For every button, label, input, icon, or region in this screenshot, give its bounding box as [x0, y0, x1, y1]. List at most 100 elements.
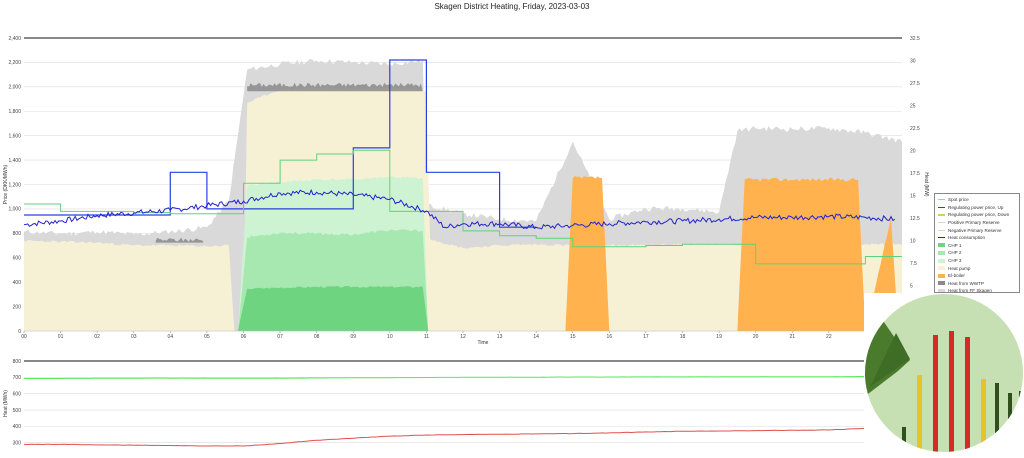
y-tick-label: 1,600 — [8, 133, 21, 139]
legend-item-heat-pump: Heat pump — [938, 264, 1016, 272]
bottom-y-tick-label: 700 — [13, 375, 22, 381]
legend-swatch — [938, 250, 945, 255]
legend-label: El-boiler — [948, 273, 965, 279]
legend-swatch — [938, 258, 945, 263]
legend-item-heat-from-wwtp: Heat from WWTP — [938, 280, 1016, 288]
x-tick-label: 04 — [168, 334, 174, 340]
x-tick-label: 02 — [94, 334, 100, 340]
bottom-y-tick-label: 600 — [13, 391, 22, 397]
y2-tick-label: 25 — [910, 103, 916, 109]
legend-label: Heat consumption — [948, 235, 986, 241]
x-tick-label: 08 — [314, 334, 320, 340]
line-spot-price — [24, 149, 902, 265]
y-tick-label: 1,800 — [8, 109, 21, 115]
x-tick-label: 07 — [277, 334, 283, 340]
legend-item-heat-consumption: Heat consumption — [938, 234, 1016, 242]
chart-legend: Spot price Regulating power price, Up Regu… — [934, 193, 1020, 293]
line-heat-consumption — [23, 188, 895, 230]
bottom-y-tick-label: 300 — [13, 441, 22, 447]
bottom-y-axis-label: Heat (MWh) — [3, 390, 9, 417]
legend-label: CHP 1 — [948, 242, 962, 248]
legend-item-chp-2: CHP 2 — [938, 249, 1016, 257]
y2-tick-label: 20 — [910, 148, 916, 154]
legend-item-regulating-power-price-up: Regulating power price, Up — [938, 204, 1016, 212]
x-tick-label: 20 — [753, 334, 759, 340]
x-tick-label: 10 — [387, 334, 393, 340]
legend-label: Positive Primary Reserve — [948, 220, 1000, 226]
y2-tick-label: 10 — [910, 239, 916, 245]
legend-item-regulating-power-price-down: Regulating power price, Down — [938, 211, 1016, 219]
line-regulating-power-price-up — [24, 59, 537, 228]
x-tick-label: 13 — [497, 334, 503, 340]
y-tick-label: 1,200 — [8, 182, 21, 188]
top-chart-stacked-areas — [24, 58, 902, 332]
x-tick-label: 14 — [533, 334, 539, 340]
y2-tick-label: 30 — [910, 58, 916, 64]
y2-tick-label: 5 — [910, 284, 913, 290]
y-tick-label: 1,000 — [8, 207, 21, 213]
legend-swatch — [938, 214, 945, 216]
legend-item-positive-primary-reserve: Positive Primary Reserve — [938, 219, 1016, 227]
y-tick-label: 600 — [13, 256, 22, 262]
x-tick-label: 00 — [21, 334, 27, 340]
y-tick-label: 200 — [13, 304, 22, 310]
bottom-line-0 — [24, 376, 903, 379]
legend-label: Heat pump — [948, 265, 971, 271]
y-tick-label: 2,400 — [8, 36, 21, 42]
legend-item-negative-primary-reserve: Negative Primary Reserve — [938, 226, 1016, 234]
bottom-chart-lines — [23, 376, 903, 447]
legend-swatch — [938, 237, 945, 239]
bottom-y-tick-label: 400 — [13, 424, 22, 430]
legend-item-heat-from-ff-skagen: Heat from FF Skagen — [938, 287, 1016, 293]
legend-label: Regulating power price, Down — [948, 212, 1010, 218]
legend-label: CHP 3 — [948, 258, 962, 264]
y2-tick-label: 27.5 — [910, 81, 920, 87]
bottom-y-tick-label: 800 — [13, 359, 22, 365]
legend-swatch — [938, 206, 945, 209]
legend-label: Heat from FF Skagen — [948, 288, 992, 293]
x-tick-label: 05 — [204, 334, 210, 340]
area-el-boiler — [565, 176, 899, 331]
legend-swatch — [938, 243, 945, 248]
x-tick-label: 19 — [716, 334, 722, 340]
legend-swatch — [938, 229, 945, 231]
area-heat-from-wwtp — [247, 82, 423, 92]
top-chart-axes: 02004006008001,0001,2001,4001,6001,8002,… — [3, 36, 929, 346]
x-tick-label: 06 — [241, 334, 247, 340]
bottom-chart-axes: 300 400 500 600 700 800 Heat (MWh) — [3, 359, 21, 447]
legend-swatch — [938, 288, 945, 292]
legend-label: CHP 2 — [948, 250, 962, 256]
x-tick-label: 09 — [350, 334, 356, 340]
legend-label: Regulating power price, Up — [948, 204, 1004, 210]
y2-tick-label: 15 — [910, 194, 916, 200]
top-chart-lines — [23, 59, 902, 265]
x-tick-label: 11 — [424, 334, 429, 340]
chart-title: Skagen District Heating, Friday, 2023-03… — [434, 2, 590, 11]
y2-axis-label: Heat (MW) — [923, 172, 929, 197]
legend-item-el-boiler: El-boiler — [938, 272, 1016, 280]
bar-chart-logo-icon — [865, 294, 1023, 452]
area-heat-from-wwtp — [155, 237, 204, 243]
x-tick-label: 21 — [789, 334, 795, 340]
x-tick-label: 18 — [680, 334, 686, 340]
legend-swatch — [938, 273, 945, 278]
legend-label: Heat from WWTP — [948, 280, 984, 286]
y2-tick-label: 17.5 — [910, 171, 920, 177]
legend-item-chp-1: CHP 1 — [938, 242, 1016, 250]
y-tick-label: 2,200 — [8, 60, 21, 66]
legend-swatch — [938, 281, 945, 286]
logo-badge — [864, 293, 1024, 453]
y-tick-label: 2,000 — [8, 85, 21, 91]
y-tick-label: 800 — [13, 231, 22, 237]
y2-tick-label: 32.5 — [910, 36, 920, 42]
x-axis-label: Time — [478, 340, 489, 346]
y2-tick-label: 22.5 — [910, 126, 920, 132]
legend-swatch — [938, 221, 945, 224]
y-tick-label: 0 — [18, 329, 21, 335]
legend-label: Spot price — [948, 197, 969, 203]
y2-tick-label: 7.5 — [910, 261, 917, 267]
x-tick-label: 22 — [826, 334, 832, 340]
legend-item-chp-3: CHP 3 — [938, 257, 1016, 265]
x-tick-label: 12 — [460, 334, 466, 340]
